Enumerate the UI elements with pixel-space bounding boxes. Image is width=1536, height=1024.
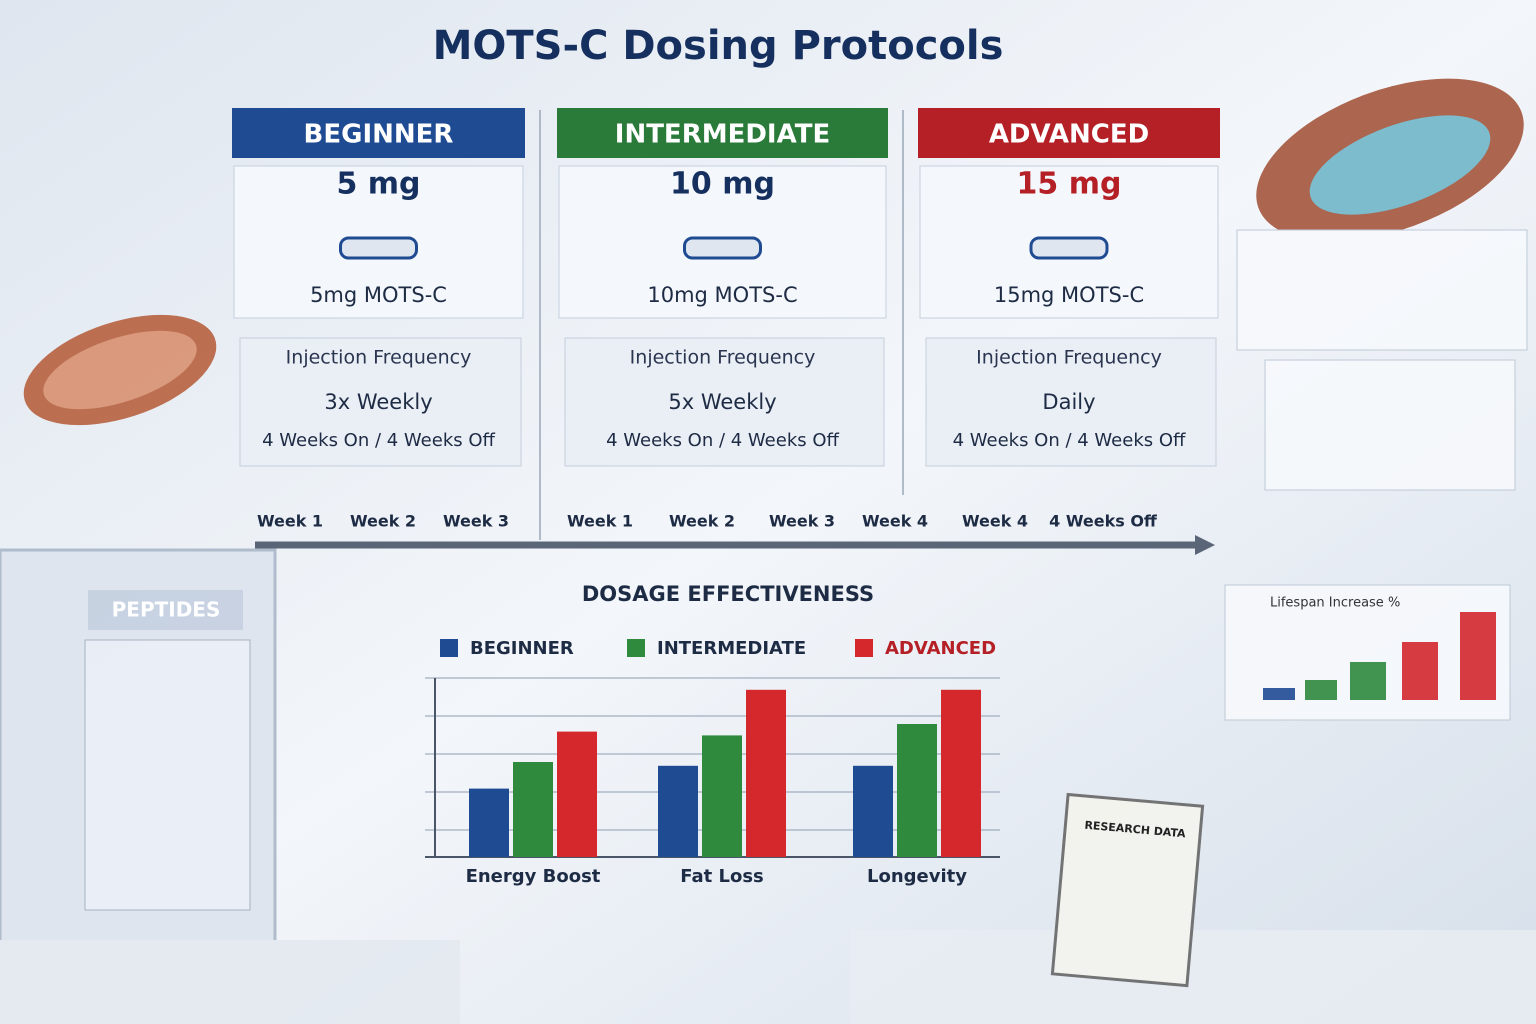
- timeline-label: Week 2: [350, 512, 416, 531]
- bar: [853, 765, 893, 857]
- fridge-label: PEPTIDES: [112, 598, 221, 622]
- dose: 5 mg: [336, 167, 420, 202]
- timeline-label: Week 4: [862, 512, 928, 531]
- dose: 10 mg: [670, 167, 775, 202]
- legend-swatch: [855, 639, 873, 657]
- decor: [0, 78, 1536, 1024]
- frequency-panel: [925, 337, 1217, 467]
- timeline-label: Week 1: [257, 512, 323, 531]
- vial: [1029, 236, 1109, 260]
- level-header: [232, 108, 525, 158]
- dose: 15 mg: [1017, 167, 1122, 202]
- legend-swatch: [627, 639, 645, 657]
- bar: [941, 689, 981, 857]
- side-chart-title: Lifespan Increase %: [1270, 596, 1400, 611]
- vial: [339, 236, 418, 260]
- cycle: 4 Weeks On / 4 Weeks Off: [953, 430, 1186, 451]
- level-label: INTERMEDIATE: [615, 120, 830, 150]
- frequency: Daily: [1042, 390, 1095, 414]
- product: 15mg MOTS-C: [994, 283, 1144, 307]
- frequency: 5x Weekly: [668, 390, 776, 414]
- timeline-label: 4 Weeks Off: [1049, 512, 1158, 531]
- bar: [897, 724, 937, 857]
- title: MOTS-C Dosing Protocols: [433, 23, 1004, 69]
- timeline-label: Week 4: [962, 512, 1028, 531]
- bar: [469, 788, 509, 857]
- timeline-label: Week 2: [669, 512, 735, 531]
- legend-label: ADVANCED: [885, 638, 996, 659]
- bar: [658, 765, 698, 857]
- x-tick-label: Energy Boost: [466, 866, 601, 887]
- bar: [702, 735, 742, 857]
- level-label: BEGINNER: [304, 120, 454, 150]
- x-tick-label: Fat Loss: [680, 866, 764, 887]
- timeline-arrow: [1195, 535, 1215, 555]
- timeline-label: Week 1: [567, 512, 633, 531]
- frequency-panel: [564, 337, 885, 467]
- legend-swatch: [440, 639, 458, 657]
- bar: [557, 731, 597, 857]
- legend-label: BEGINNER: [470, 638, 574, 659]
- frequency: 3x Weekly: [324, 390, 432, 414]
- frequency-label: Injection Frequency: [286, 347, 472, 369]
- frequency-label: Injection Frequency: [976, 347, 1162, 369]
- chart-title: DOSAGE EFFECTIVENESS: [582, 582, 874, 606]
- product: 5mg MOTS-C: [310, 283, 447, 307]
- product: 10mg MOTS-C: [647, 283, 797, 307]
- bar: [746, 689, 786, 857]
- cycle: 4 Weeks On / 4 Weeks Off: [262, 430, 495, 451]
- timeline-label: Week 3: [443, 512, 509, 531]
- timeline-label: Week 3: [769, 512, 835, 531]
- bar: [513, 762, 553, 857]
- legend-label: INTERMEDIATE: [657, 638, 806, 659]
- x-tick-label: Longevity: [867, 866, 967, 887]
- level-header: [557, 108, 888, 158]
- level-label: ADVANCED: [989, 120, 1149, 150]
- frequency-panel: [239, 337, 522, 467]
- vial: [683, 236, 762, 260]
- frequency-label: Injection Frequency: [630, 347, 816, 369]
- level-header: [918, 108, 1220, 158]
- cycle: 4 Weeks On / 4 Weeks Off: [606, 430, 839, 451]
